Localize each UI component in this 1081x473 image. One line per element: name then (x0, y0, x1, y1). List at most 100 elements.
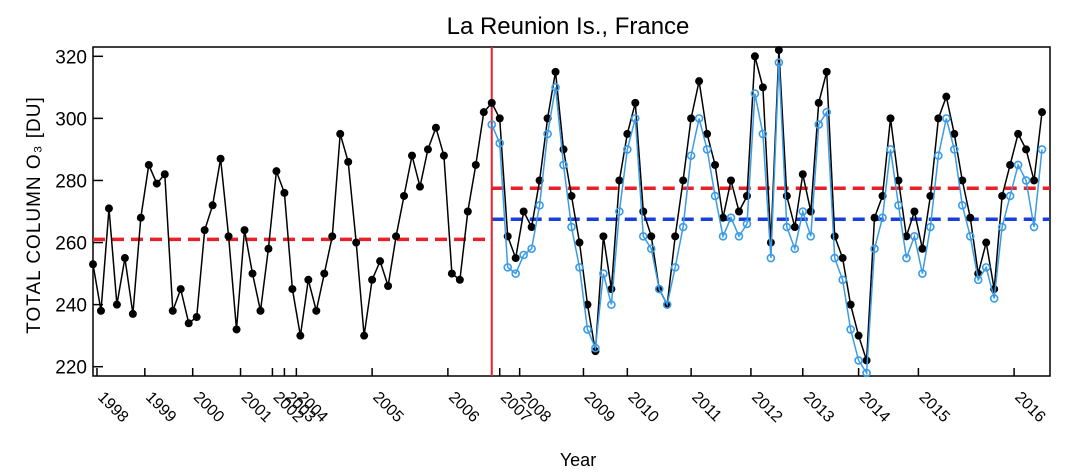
data-point (216, 154, 225, 163)
data-point (894, 200, 903, 210)
data-point (551, 67, 560, 76)
data-point (439, 151, 448, 160)
data-point (519, 207, 528, 216)
data-point (830, 232, 839, 241)
data-point (862, 368, 871, 378)
data-point (471, 160, 480, 169)
data-point (727, 176, 735, 185)
data-point (742, 219, 752, 229)
data-point (814, 120, 824, 129)
data-point (1021, 176, 1031, 185)
data-point (304, 275, 313, 284)
data-point (89, 260, 97, 269)
data-point (790, 223, 799, 232)
data-point (599, 232, 608, 241)
data-point (949, 145, 959, 154)
data-point (368, 275, 377, 284)
data-point (886, 145, 895, 154)
data-point (527, 244, 536, 254)
data-point (902, 232, 911, 241)
data-point (902, 253, 911, 263)
data-point (575, 238, 584, 247)
data-point (934, 114, 943, 123)
data-point (926, 191, 935, 200)
data-point (798, 170, 807, 179)
data-point (670, 263, 680, 272)
data-point (272, 167, 281, 176)
data-point (256, 306, 265, 315)
data-point (232, 325, 241, 334)
data-point (591, 343, 600, 353)
chart-title: La Reunion Is., France (447, 13, 690, 40)
plot-frame (92, 46, 1051, 377)
data-point (838, 254, 847, 263)
data-point (1013, 160, 1023, 170)
data-point (384, 281, 393, 290)
x-tick-label: 2009 (581, 389, 618, 426)
data-point (654, 284, 664, 294)
data-point (958, 176, 967, 185)
data-point (726, 213, 736, 223)
data-point (168, 306, 177, 315)
data-point (694, 114, 704, 123)
data-point (687, 114, 696, 123)
data-point (296, 331, 305, 340)
data-point (814, 98, 823, 107)
data-point (918, 269, 927, 278)
data-point (862, 356, 871, 365)
data-point (870, 244, 879, 254)
data-point (312, 306, 321, 315)
data-point (998, 191, 1007, 200)
data-point (495, 138, 505, 148)
data-point (120, 254, 129, 263)
data-point (734, 232, 744, 241)
data-point (766, 253, 776, 263)
series-line (491, 62, 1043, 376)
data-point (1005, 191, 1015, 201)
data-point (1014, 129, 1023, 138)
data-point (336, 129, 345, 138)
data-point (934, 151, 943, 160)
data-point (926, 222, 935, 232)
data-point (320, 269, 329, 278)
data-point (989, 294, 999, 303)
data-point (631, 98, 640, 107)
data-point (846, 325, 855, 334)
y-tick-label: 260 (55, 234, 87, 255)
data-point (352, 238, 361, 247)
data-point (894, 176, 903, 185)
data-point (400, 191, 409, 200)
data-point (638, 232, 648, 241)
data-point (463, 207, 472, 216)
data-point (774, 58, 784, 67)
data-point (758, 129, 768, 139)
data-point (942, 92, 951, 101)
data-point (662, 300, 672, 309)
data-point (328, 232, 337, 241)
data-point (1038, 108, 1047, 117)
data-point (408, 151, 416, 160)
data-point (671, 232, 680, 241)
x-tick-label: 2012 (748, 389, 785, 426)
data-point (774, 46, 783, 55)
x-tick-label: 2006 (445, 389, 482, 426)
data-point (623, 145, 632, 154)
data-point (264, 244, 273, 253)
data-point (144, 160, 153, 169)
data-point (248, 269, 257, 278)
data-point (288, 285, 297, 294)
y-tick-label: 320 (55, 47, 87, 68)
data-point (965, 232, 975, 241)
data-point (719, 213, 728, 222)
x-tick-label: 2010 (624, 389, 661, 426)
data-point (950, 129, 959, 138)
data-point (503, 263, 513, 272)
data-point (878, 213, 887, 223)
data-point (392, 232, 401, 241)
data-point (646, 244, 656, 254)
data-point (615, 207, 624, 216)
y-tick-label: 240 (55, 296, 87, 317)
data-point (695, 77, 704, 86)
x-axis-title: Year (560, 450, 596, 470)
